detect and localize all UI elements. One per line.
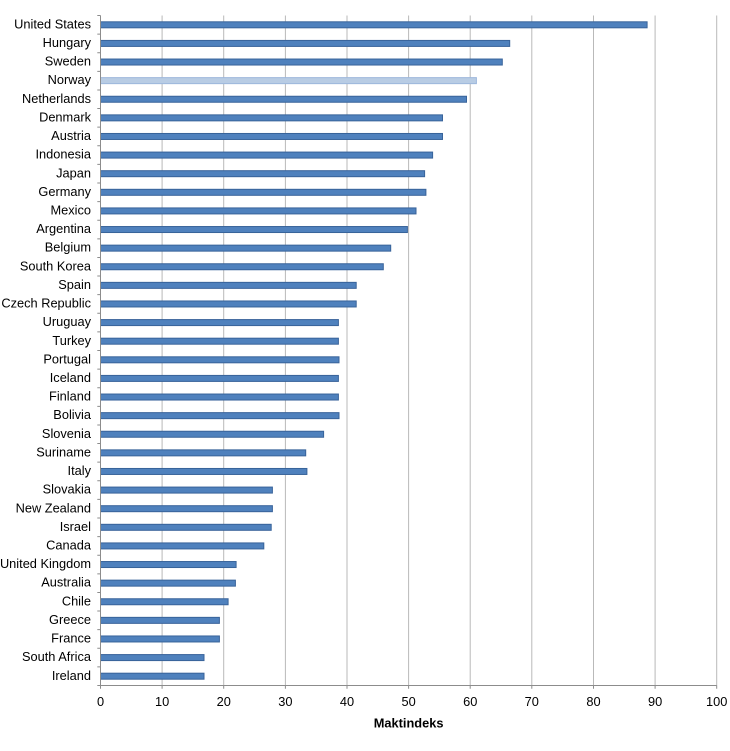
svg-text:Sweden: Sweden [45, 54, 91, 69]
svg-text:Austria: Austria [51, 128, 92, 143]
svg-text:Netherlands: Netherlands [22, 91, 91, 106]
svg-text:Slovenia: Slovenia [42, 426, 92, 441]
svg-text:20: 20 [217, 694, 231, 709]
svg-text:France: France [51, 631, 91, 646]
svg-text:United Kingdom: United Kingdom [0, 556, 91, 571]
svg-text:80: 80 [586, 694, 600, 709]
svg-text:30: 30 [278, 694, 292, 709]
svg-text:Czech Republic: Czech Republic [1, 296, 91, 311]
svg-text:10: 10 [155, 694, 169, 709]
svg-text:60: 60 [463, 694, 477, 709]
svg-text:Mexico: Mexico [50, 203, 91, 218]
svg-text:Israel: Israel [60, 519, 91, 534]
svg-text:Japan: Japan [56, 165, 91, 180]
svg-text:70: 70 [525, 694, 539, 709]
svg-text:Hungary: Hungary [43, 35, 92, 50]
svg-text:Uruguay: Uruguay [43, 314, 92, 329]
svg-text:Portugal: Portugal [43, 351, 91, 366]
svg-text:Argentina: Argentina [36, 221, 92, 236]
svg-text:Belgium: Belgium [45, 240, 91, 255]
svg-text:Germany: Germany [38, 184, 91, 199]
svg-text:Canada: Canada [46, 538, 92, 553]
svg-text:Italy: Italy [68, 463, 92, 478]
svg-text:Australia: Australia [41, 575, 92, 590]
svg-text:40: 40 [340, 694, 354, 709]
svg-text:Norway: Norway [48, 72, 92, 87]
svg-text:Turkey: Turkey [52, 333, 91, 348]
svg-text:Suriname: Suriname [36, 444, 91, 459]
svg-text:Iceland: Iceland [50, 370, 91, 385]
svg-text:United States: United States [14, 16, 91, 31]
svg-text:Indonesia: Indonesia [36, 147, 92, 162]
svg-text:Slovakia: Slovakia [43, 482, 92, 497]
svg-text:50: 50 [401, 694, 415, 709]
svg-text:100: 100 [706, 694, 727, 709]
svg-text:New Zealand: New Zealand [16, 500, 91, 515]
svg-text:South Africa: South Africa [22, 649, 92, 664]
svg-text:Greece: Greece [49, 612, 91, 627]
svg-text:Ireland: Ireland [52, 668, 91, 683]
svg-text:Finland: Finland [49, 389, 91, 404]
svg-text:Denmark: Denmark [39, 109, 92, 124]
svg-text:90: 90 [648, 694, 662, 709]
svg-text:Maktindeks: Maktindeks [374, 716, 444, 731]
svg-text:Bolivia: Bolivia [53, 407, 92, 422]
svg-text:Chile: Chile [62, 593, 91, 608]
svg-text:0: 0 [97, 694, 104, 709]
svg-text:South Korea: South Korea [20, 258, 92, 273]
svg-text:Spain: Spain [58, 277, 91, 292]
